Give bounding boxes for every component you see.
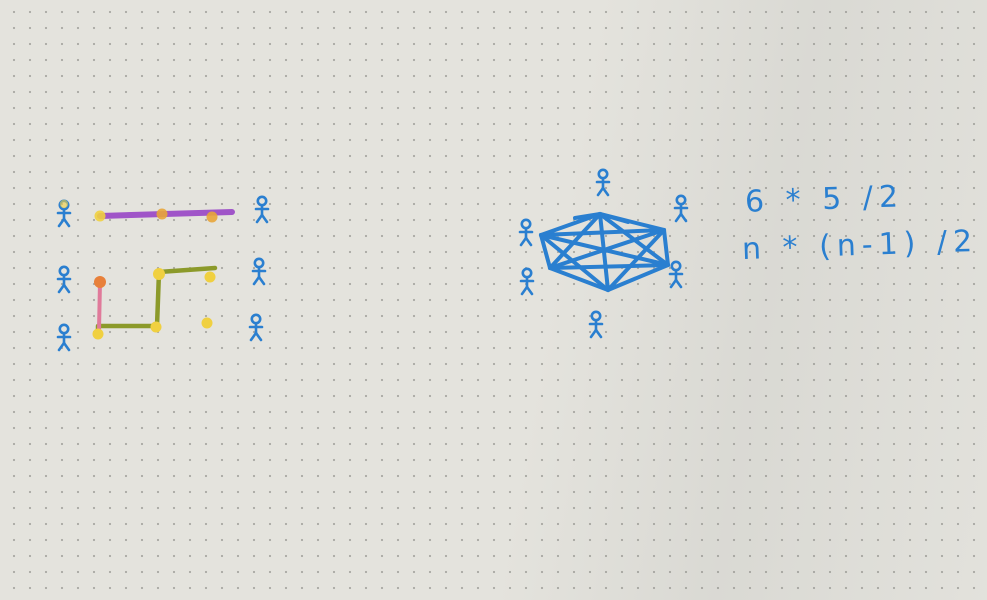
person-figure	[251, 257, 267, 286]
connection-dots	[59, 199, 218, 340]
person-figure	[56, 323, 72, 352]
person-figure	[588, 310, 604, 339]
person-figure	[254, 195, 270, 224]
person-figure	[595, 168, 611, 197]
person-figure	[248, 313, 264, 342]
complete-graph-edges	[539, 212, 670, 292]
left-sketch	[56, 195, 270, 352]
person-figure	[519, 267, 535, 296]
person-figure	[668, 260, 684, 289]
person-figure	[56, 265, 72, 294]
person-figure	[673, 194, 689, 223]
formula-numeric: 6 * 5 /2	[744, 179, 905, 220]
person-figure	[518, 218, 534, 247]
right-sketch	[518, 168, 689, 339]
pink-connection	[97, 280, 102, 332]
